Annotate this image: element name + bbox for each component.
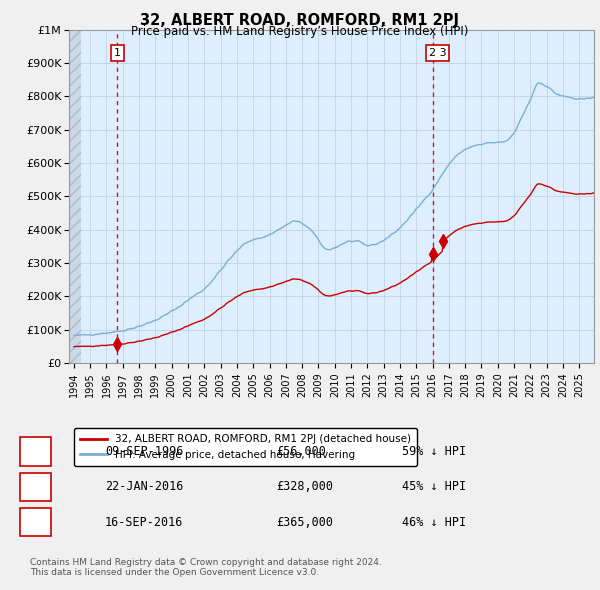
Text: 3: 3 bbox=[32, 516, 40, 529]
Text: 45% ↓ HPI: 45% ↓ HPI bbox=[402, 480, 466, 493]
Text: 2 3: 2 3 bbox=[428, 48, 446, 58]
Text: 22-JAN-2016: 22-JAN-2016 bbox=[105, 480, 184, 493]
Text: 1: 1 bbox=[32, 445, 40, 458]
Bar bbox=[69, 30, 81, 363]
Text: 09-SEP-1996: 09-SEP-1996 bbox=[105, 445, 184, 458]
Legend: 32, ALBERT ROAD, ROMFORD, RM1 2PJ (detached house), HPI: Average price, detached: 32, ALBERT ROAD, ROMFORD, RM1 2PJ (detac… bbox=[74, 428, 417, 466]
Text: 2: 2 bbox=[32, 480, 40, 493]
Text: £365,000: £365,000 bbox=[276, 516, 333, 529]
Text: 1: 1 bbox=[114, 48, 121, 58]
Text: Price paid vs. HM Land Registry’s House Price Index (HPI): Price paid vs. HM Land Registry’s House … bbox=[131, 25, 469, 38]
Text: 46% ↓ HPI: 46% ↓ HPI bbox=[402, 516, 466, 529]
Text: 59% ↓ HPI: 59% ↓ HPI bbox=[402, 445, 466, 458]
Text: Contains HM Land Registry data © Crown copyright and database right 2024.
This d: Contains HM Land Registry data © Crown c… bbox=[30, 558, 382, 577]
Text: 32, ALBERT ROAD, ROMFORD, RM1 2PJ: 32, ALBERT ROAD, ROMFORD, RM1 2PJ bbox=[140, 13, 460, 28]
Text: £328,000: £328,000 bbox=[276, 480, 333, 493]
Text: £56,000: £56,000 bbox=[276, 445, 326, 458]
Text: 16-SEP-2016: 16-SEP-2016 bbox=[105, 516, 184, 529]
